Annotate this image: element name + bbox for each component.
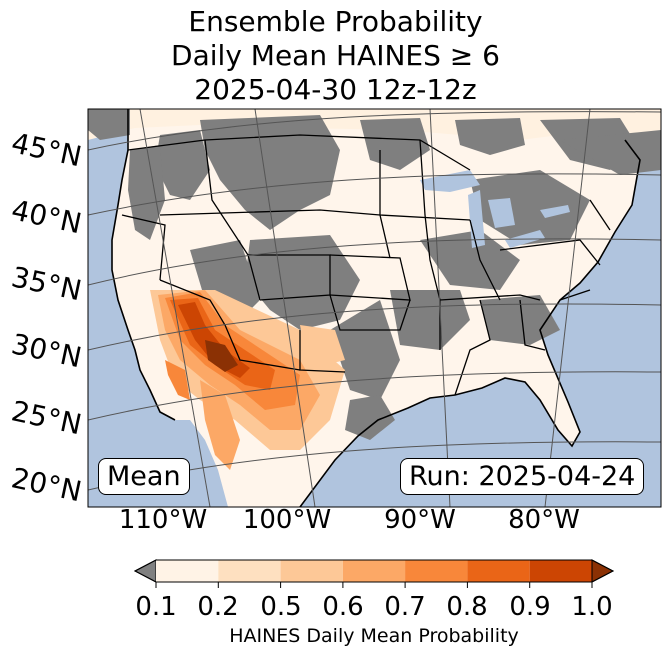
no-data-regions <box>88 109 661 440</box>
colorbar <box>133 559 615 588</box>
colorbar-bin <box>280 560 343 582</box>
colorbar-tick: 0.8 <box>446 592 488 622</box>
coastline <box>111 109 641 507</box>
title-line-1: Ensemble Probability <box>188 5 483 38</box>
lon-label-90: 90°W <box>384 505 456 535</box>
colorbar-bin <box>405 560 468 582</box>
lon-label-80: 80°W <box>508 505 580 535</box>
lon-label-100: 100°W <box>242 505 332 535</box>
run-date-box: Run: 2025-04-24 <box>400 458 645 495</box>
title-line-2: Daily Mean HAINES ≥ 6 <box>171 39 500 72</box>
title-line-3: 2025-04-30 12z-12z <box>194 73 477 106</box>
stat-label-box: Mean <box>98 458 190 495</box>
colorbar-over-arrow <box>591 559 615 583</box>
colorbar-bin <box>156 560 219 582</box>
colorbar-tick: 0.7 <box>384 592 426 622</box>
colorbar-tick: 1.0 <box>571 592 613 622</box>
graticule <box>88 109 661 507</box>
map-frame <box>87 108 662 508</box>
colorbar-bin <box>342 560 406 582</box>
colorbar-tick: 0.1 <box>135 592 177 622</box>
colorbar-under-arrow <box>133 559 157 583</box>
high-probability-areas <box>150 290 345 470</box>
colorbar-bin <box>529 560 592 582</box>
colorbar-tick: 0.5 <box>260 592 302 622</box>
colorbar-tick: 0.2 <box>197 592 239 622</box>
colorbar-tick: 0.6 <box>322 592 364 622</box>
colorbar-label: HAINES Daily Mean Probability <box>229 625 519 647</box>
colorbar-tick: 0.9 <box>509 592 551 622</box>
lon-label-110: 110°W <box>118 505 208 535</box>
colorbar-bin <box>218 560 281 582</box>
colorbar-bin <box>467 560 530 582</box>
